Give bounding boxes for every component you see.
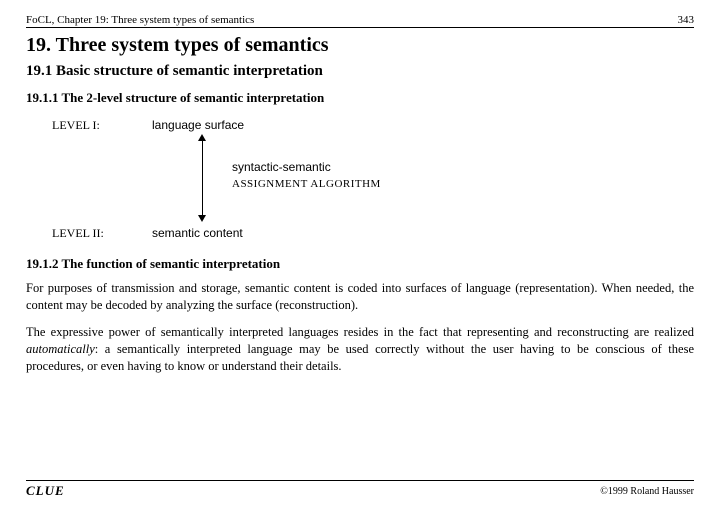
document-page: FoCL, Chapter 19: Three system types of … [0,0,720,509]
copyright-text: ©1999 Roland Hausser [600,486,694,497]
paragraph-2: The expressive power of semantically int… [26,324,694,375]
subsection-1-title: 19.1.1 The 2-level structure of semantic… [26,90,694,106]
subsection-2-title: 19.1.2 The function of semantic interpre… [26,256,694,272]
two-level-diagram: LEVEL I: language surface syntactic-sema… [52,116,694,246]
running-header: FoCL, Chapter 19: Three system types of … [26,14,694,28]
section-title: 19.1 Basic structure of semantic interpr… [26,63,694,80]
level-1-label: LEVEL I: [52,118,100,133]
paragraph-2a: The expressive power of semantically int… [26,325,694,339]
chapter-title: 19. Three system types of semantics [26,34,694,57]
diagram-side-label-1: syntactic-semantic [232,160,331,174]
footer-divider [26,480,694,481]
diagram-side-label-2: ASSIGNMENT ALGORITHM [232,178,381,190]
paragraph-2b: : a semantically interpreted language ma… [26,342,694,373]
brand-logo: CLUE [26,483,65,499]
arrow-body [202,140,203,216]
level-2-value: semantic content [152,226,243,240]
paragraph-1: For purposes of transmission and storage… [26,280,694,314]
page-number: 343 [678,14,695,26]
level-1-value: language surface [152,118,244,132]
level-2-label: LEVEL II: [52,226,104,241]
paragraph-2-emph: automatically [26,342,95,356]
header-left: FoCL, Chapter 19: Three system types of … [26,14,254,26]
arrow-down-icon [198,215,206,222]
